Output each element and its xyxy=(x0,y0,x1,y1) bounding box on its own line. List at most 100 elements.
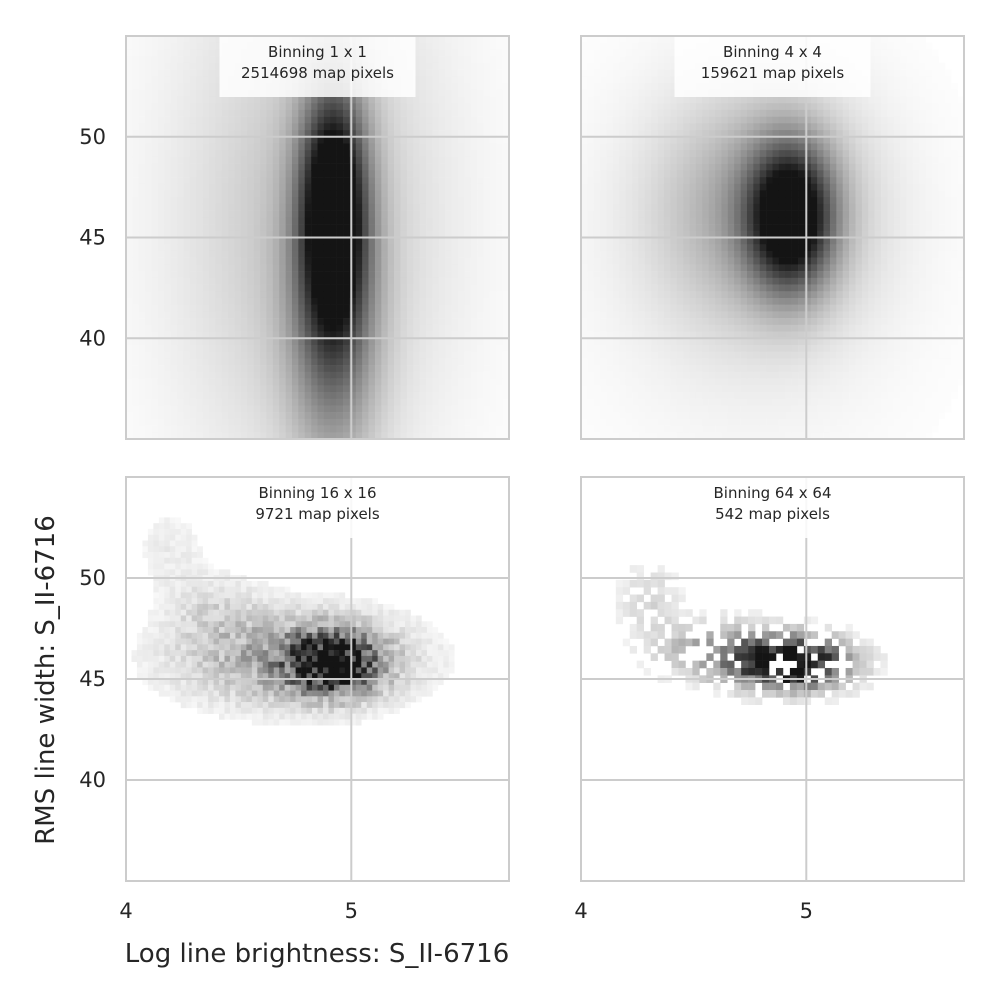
heatmap-cell xyxy=(132,170,140,178)
heatmap-cell xyxy=(464,331,471,339)
heatmap-cell xyxy=(164,69,171,77)
heatmap-cell xyxy=(253,338,261,346)
heatmap-cell xyxy=(202,130,210,138)
heatmap-cell xyxy=(311,271,318,279)
heatmap-cell xyxy=(157,412,165,420)
heatmap-cell xyxy=(132,311,140,319)
heatmap-cell xyxy=(164,264,171,272)
heatmap-cell xyxy=(489,170,497,178)
heatmap-cell xyxy=(432,277,440,285)
heatmap-cell xyxy=(279,405,286,413)
heatmap-cell xyxy=(126,123,133,131)
heatmap-cell xyxy=(457,385,465,393)
heatmap-cell xyxy=(304,116,312,124)
heatmap-cell xyxy=(311,183,318,191)
heatmap-cell xyxy=(234,304,242,312)
heatmap-cell xyxy=(311,217,318,225)
heatmap-cell xyxy=(496,183,503,191)
heatmap-cell xyxy=(279,331,286,339)
heatmap-cell xyxy=(260,418,267,426)
heatmap-cell xyxy=(625,109,633,117)
heatmap-cell xyxy=(272,250,280,258)
heatmap-cell xyxy=(496,203,503,211)
heatmap-cell xyxy=(343,123,350,131)
heatmap-cell xyxy=(291,284,299,292)
heatmap-cell xyxy=(470,116,478,124)
heatmap-cell xyxy=(374,365,382,373)
heatmap-cell xyxy=(311,264,318,272)
heatmap-cell xyxy=(164,338,171,346)
heatmap-cell xyxy=(330,123,337,131)
heatmap-cell xyxy=(266,378,274,386)
heatmap-cell xyxy=(228,257,235,265)
heatmap-cell xyxy=(138,271,146,279)
heatmap-cell xyxy=(317,257,325,265)
heatmap-cell xyxy=(343,412,350,420)
heatmap-cell xyxy=(606,311,614,319)
heatmap-cell xyxy=(432,230,440,238)
heatmap-cell xyxy=(126,304,133,312)
heatmap-cell xyxy=(670,83,678,91)
heatmap-cell xyxy=(663,385,671,393)
heatmap-cell xyxy=(689,210,697,218)
heatmap-cell xyxy=(632,244,639,252)
heatmap-cell xyxy=(132,89,140,97)
heatmap-cell xyxy=(208,244,216,252)
heatmap-cell xyxy=(419,150,427,158)
heatmap-cell xyxy=(470,277,478,285)
heatmap-cell xyxy=(349,183,357,191)
heatmap-cell xyxy=(221,257,229,265)
heatmap-cell xyxy=(317,365,325,373)
heatmap-cell xyxy=(394,405,401,413)
heatmap-cell xyxy=(164,62,171,70)
heatmap-cell xyxy=(400,170,408,178)
heatmap-cell xyxy=(304,183,312,191)
heatmap-cell xyxy=(651,69,658,77)
heatmap-cell xyxy=(336,324,344,332)
heatmap-cell xyxy=(496,284,503,292)
heatmap-cell xyxy=(189,103,197,111)
heatmap-cell xyxy=(632,391,639,399)
heatmap-cell xyxy=(215,237,223,245)
heatmap-cell xyxy=(715,109,722,117)
heatmap-cell xyxy=(164,358,171,366)
heatmap-cell xyxy=(413,62,420,70)
heatmap-cell xyxy=(164,371,171,379)
heatmap-cell xyxy=(189,291,197,299)
heatmap-cell xyxy=(183,344,191,352)
heatmap-cell xyxy=(208,123,216,131)
heatmap-cell xyxy=(240,130,248,138)
heatmap-cell xyxy=(215,69,223,77)
heatmap-cell xyxy=(189,83,197,91)
heatmap-cell xyxy=(349,311,357,319)
heatmap-cell xyxy=(606,69,614,77)
heatmap-cell xyxy=(496,250,503,258)
heatmap-cell xyxy=(145,130,152,138)
heatmap-cell xyxy=(587,378,595,386)
heatmap-cell xyxy=(612,83,620,91)
heatmap-cell xyxy=(457,398,465,406)
heatmap-cell xyxy=(208,49,216,57)
heatmap-cell xyxy=(132,291,140,299)
heatmap-cell xyxy=(285,412,293,420)
heatmap-cell xyxy=(683,365,690,373)
heatmap-cell xyxy=(502,230,510,238)
heatmap-cell xyxy=(606,230,614,238)
heatmap-cell xyxy=(253,297,261,305)
heatmap-cell xyxy=(612,284,620,292)
heatmap-cell xyxy=(702,398,709,406)
heatmap-cell xyxy=(651,230,658,238)
heatmap-cell xyxy=(374,351,382,359)
heatmap-cell xyxy=(651,311,658,319)
heatmap-cell xyxy=(349,230,357,238)
heatmap-cell xyxy=(298,365,306,373)
heatmap-cell xyxy=(695,358,703,366)
heatmap-cell xyxy=(612,304,620,312)
heatmap-cell xyxy=(715,338,722,346)
heatmap-cell xyxy=(470,365,478,373)
heatmap-cell xyxy=(457,271,465,279)
heatmap-cell xyxy=(445,291,452,299)
heatmap-cell xyxy=(600,371,607,379)
heatmap-cell xyxy=(304,103,312,111)
heatmap-cell xyxy=(304,177,312,185)
